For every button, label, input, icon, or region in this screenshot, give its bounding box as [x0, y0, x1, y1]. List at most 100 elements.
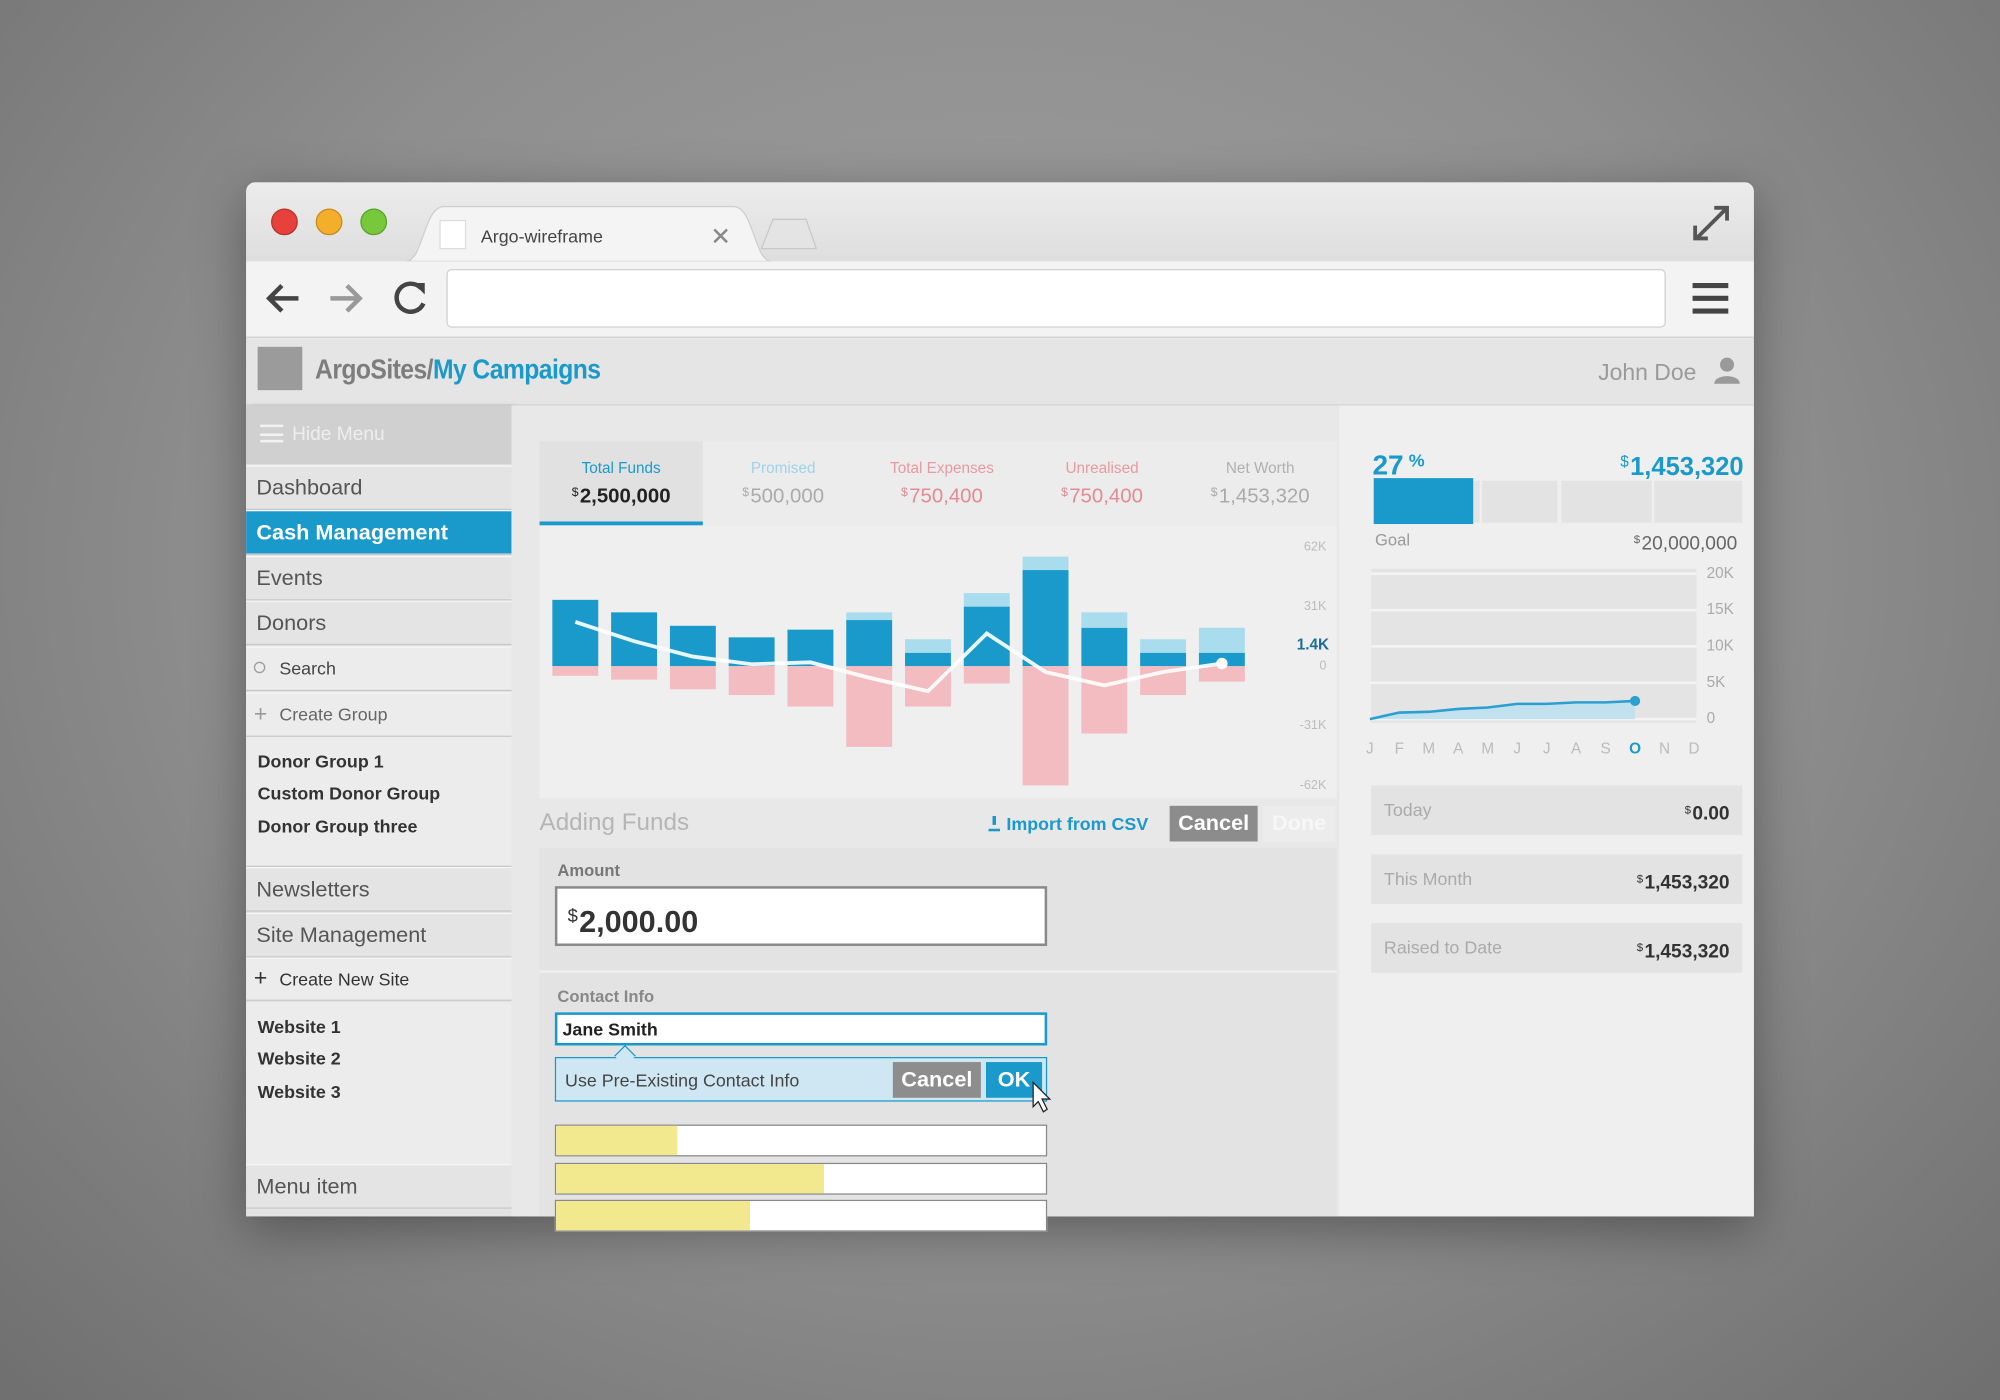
group-list — [246, 736, 512, 867]
stat-amount: $0.00 — [1531, 785, 1730, 835]
tab-close[interactable] — [713, 228, 728, 244]
tab[interactable] — [405, 205, 772, 263]
amount: 1,453,320 — [1218, 486, 1310, 508]
summary-tab[interactable]: Net Worth $1,453,320 — [1184, 441, 1337, 525]
tab-favicon — [439, 219, 467, 250]
amount: 1,453,320 — [1644, 872, 1730, 894]
hide-menu[interactable]: Hide Menu — [292, 423, 385, 445]
placeholder-fill — [556, 1164, 824, 1194]
search-icon — [253, 661, 266, 674]
amount: 2,500,000 — [579, 486, 671, 508]
hide-menu-bar — [246, 405, 512, 465]
tab-label: Total Funds — [581, 459, 661, 477]
stat-label: This Month — [1383, 868, 1473, 889]
group-link[interactable]: Donor Group three — [257, 816, 418, 837]
zoom-button[interactable] — [360, 208, 388, 236]
contact-input[interactable]: Jane Smith — [554, 1012, 1048, 1046]
forward-button[interactable] — [330, 284, 363, 313]
group-link[interactable]: Custom Donor Group — [257, 782, 441, 804]
tab-amount: $750,400 — [1020, 481, 1183, 511]
menu-item[interactable]: Cash Management — [256, 520, 448, 545]
menu-item[interactable]: Site Management — [256, 923, 427, 948]
progress-segment — [1654, 480, 1743, 523]
close-button[interactable] — [271, 208, 298, 236]
create-site[interactable]: Create New Site — [279, 969, 410, 990]
import-csv[interactable]: Import from CSV — [1006, 813, 1149, 834]
amount: 1,453,320 — [1644, 940, 1730, 963]
percent-value: 27 — [1372, 448, 1404, 481]
create-group-row[interactable] — [246, 692, 512, 737]
contact-label: Contact Info — [557, 986, 655, 1006]
currency-symbol: $ — [1636, 872, 1644, 885]
website-link[interactable]: Website 2 — [257, 1048, 341, 1069]
stat-label: Today — [1383, 799, 1432, 820]
hamburger-icon[interactable] — [260, 424, 284, 443]
goal-amount: $20,000,000 — [1531, 527, 1737, 555]
stat-label: Raised to Date — [1383, 937, 1503, 958]
reload-button[interactable] — [394, 281, 426, 314]
tab-label: Promised — [750, 459, 816, 477]
placeholder-fill — [556, 1125, 678, 1156]
placeholder-input[interactable] — [554, 1162, 1048, 1195]
form-divider — [539, 970, 1337, 973]
minimize-button[interactable] — [315, 208, 343, 236]
search-row[interactable] — [246, 646, 512, 692]
progress-segment — [1561, 480, 1652, 523]
tab-title: Argo-wireframe — [480, 225, 603, 247]
goal-raised: $1,453,320 — [1531, 444, 1743, 482]
menu-item-row[interactable] — [246, 465, 512, 510]
menu-item-row[interactable] — [246, 912, 512, 958]
menu-item[interactable]: Events — [256, 566, 323, 591]
done-button[interactable]: Done — [1262, 805, 1336, 842]
menu-item[interactable]: Dashboard — [256, 475, 363, 500]
placeholder-input[interactable] — [554, 1199, 1048, 1232]
amount-input[interactable]: $2,000.00 — [554, 886, 1048, 947]
section[interactable]: My Campaigns — [432, 353, 601, 386]
summary-tab[interactable]: Promised $500,000 — [703, 441, 864, 525]
popover-text: Use Pre-Existing Contact Info — [565, 1069, 800, 1091]
summary-tab[interactable]: Total Funds $2,500,000 — [539, 441, 703, 526]
menu-item[interactable]: Donors — [256, 610, 327, 635]
popover-cancel[interactable]: Cancel — [892, 1062, 981, 1098]
user-icon[interactable] — [1712, 356, 1743, 387]
goal-percent: 27% — [1372, 442, 1474, 481]
back-button[interactable] — [265, 284, 299, 313]
placeholder-fill — [556, 1201, 750, 1231]
form-title: Adding Funds — [539, 809, 690, 837]
create-site-row[interactable] — [246, 957, 512, 1001]
menu-item-row[interactable] — [246, 600, 512, 646]
user-name[interactable]: John Doe — [1598, 359, 1697, 386]
website-link[interactable]: Website 1 — [257, 1016, 341, 1037]
breadcrumb: ArgoSites/My Campaigns — [315, 352, 764, 388]
summary-tab[interactable]: Unrealised $750,400 — [1020, 441, 1183, 525]
currency-symbol: $ — [1684, 803, 1692, 816]
amount: 500,000 — [750, 486, 825, 508]
group-link[interactable]: Donor Group 1 — [257, 750, 384, 772]
menu-item[interactable]: Newsletters — [256, 877, 370, 902]
brand[interactable]: ArgoSites/ — [315, 353, 433, 386]
menu-item-row[interactable] — [246, 867, 512, 912]
menu-item-row[interactable] — [246, 510, 512, 555]
placeholder-input[interactable] — [554, 1124, 1048, 1157]
reload-arrowhead — [413, 283, 425, 295]
plus-icon: + — [253, 965, 268, 991]
fullscreen-icon[interactable] — [1693, 205, 1729, 241]
summary-tab[interactable]: Total Expenses $750,400 — [864, 441, 1021, 525]
menu-button[interactable] — [1692, 283, 1729, 314]
currency-symbol: $ — [901, 485, 908, 500]
address-bar[interactable] — [446, 269, 1666, 328]
new-tab[interactable] — [760, 218, 818, 250]
menu-item-row[interactable] — [246, 555, 512, 601]
cancel-button[interactable]: Cancel — [1169, 805, 1258, 842]
search[interactable]: Search — [279, 657, 336, 679]
stat-box — [1371, 923, 1743, 973]
amount: 750,400 — [1069, 486, 1143, 508]
menu-item[interactable]: Menu item — [256, 1174, 358, 1199]
currency-symbol: $ — [1636, 940, 1644, 954]
menu-item-row[interactable] — [246, 1164, 512, 1209]
create-group[interactable]: Create Group — [279, 703, 388, 725]
percent-sign: % — [1408, 450, 1425, 471]
website-link[interactable]: Website 3 — [257, 1081, 341, 1102]
